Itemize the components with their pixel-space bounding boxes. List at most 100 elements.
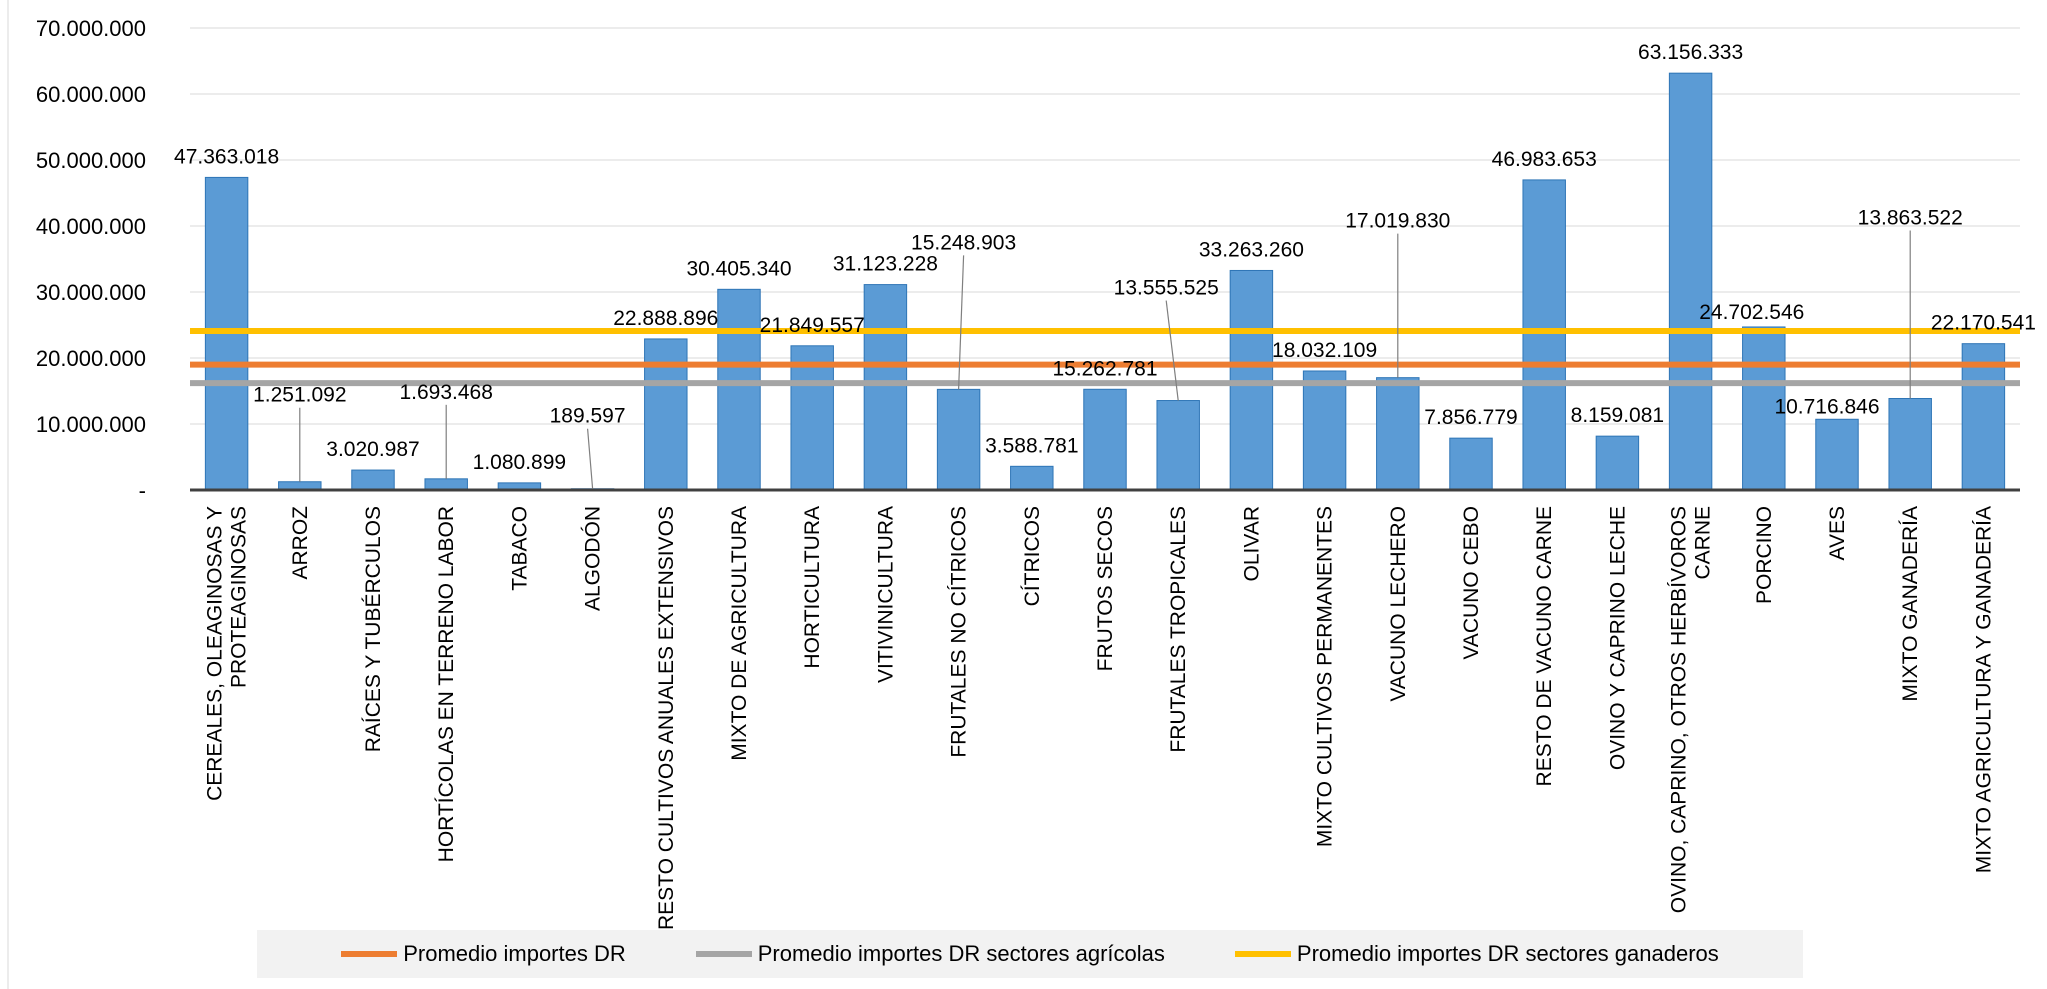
y-tick-label: 30.000.000 [36,280,146,305]
category-label-line: MIXTO CULTIVOS PERMANENTES [1314,506,1337,847]
category-label-line: OVINO, CAPRINO, OTROS HERBÍVOROS [1668,506,1691,913]
data-label: 33.263.260 [1199,238,1304,261]
legend-label: Promedio importes DR sectores agrícolas [757,941,1165,966]
category-label: RAÍCES Y TUBÉRCULOS [362,506,385,752]
bar [1595,435,1640,491]
y-tick-label: 10.000.000 [36,412,146,437]
bar [1668,72,1713,491]
data-label: 10.716.846 [1774,395,1879,418]
data-label: 21.849.557 [760,314,865,337]
data-label: 31.123.228 [833,253,938,276]
y-axis-ticks: - 10.000.000 20.000.000 30.000.000 40.000.00… [36,16,146,503]
bar [717,288,761,491]
y-tick-label: 40.000.000 [36,214,146,239]
category-label-line: FRUTALES NO CÍTRICOS [948,506,971,758]
bar [1376,377,1420,491]
data-label: 8.159.081 [1571,404,1664,427]
category-label-line: ALGODÓN [582,506,605,611]
label-leader-lines [299,230,1911,489]
data-label: 46.983.653 [1492,148,1597,171]
category-label-line: CÍTRICOS [1021,506,1044,606]
category-label-line: RESTO CULTIVOS ANUALES EXTENSIVOS [655,506,678,930]
bar [1083,388,1127,491]
category-label: RESTO CULTIVOS ANUALES EXTENSIVOS [655,506,678,930]
category-label: PORCINO [1753,506,1776,604]
data-label: 24.702.546 [1699,301,1804,324]
bar [1449,437,1493,491]
category-label: HORTICULTURA [801,506,824,669]
data-label: 3.588.781 [985,434,1078,457]
category-label-line: CARNE [1692,506,1715,580]
y-tick-label: 50.000.000 [36,148,146,173]
category-label-line: HORTICULTURA [801,506,824,669]
category-label-line: HORTÍCOLAS EN TERRENO LABOR [435,506,458,862]
leader-line [587,428,594,489]
category-label: HORTÍCOLAS EN TERRENO LABOR [435,506,458,862]
category-label-line: MIXTO GANADERÍA [1899,506,1922,702]
legend-swatch-yellow [1234,951,1291,957]
category-label-line: CEREALES, OLEAGINOSAS Y [204,506,227,801]
legend-swatch-orange [341,951,398,957]
category-label-line: ARROZ [289,506,312,580]
category-label: CEREALES, OLEAGINOSAS Y PROTEAGINOSAS [204,506,251,801]
bar [1156,400,1200,491]
category-label-line: RAÍCES Y TUBÉRCULOS [362,506,385,752]
data-label: 13.555.525 [1114,277,1219,300]
category-label: VACUNO LECHERO [1387,506,1410,702]
category-label-line: RESTO DE VACUNO CARNE [1533,506,1556,786]
category-label: OVINO, CAPRINO, OTROS HERBÍVOROS CARNE [1668,506,1715,913]
bar [1961,343,2006,491]
data-label: 1.251.092 [253,384,346,407]
data-label: 18.032.109 [1272,339,1377,362]
category-label-line: TABACO [508,506,531,591]
legend-item-promedio-agricolas: Promedio importes DR sectores agrícolas [695,941,1165,967]
category-label: ARROZ [289,506,312,580]
legend: Promedio importes DR Promedio importes D… [257,930,1803,978]
data-label: 22.888.896 [613,307,718,330]
category-label: FRUTOS SECOS [1094,506,1117,671]
gridlines [7,0,2020,989]
category-label-line: VACUNO LECHERO [1387,506,1410,702]
category-label: CÍTRICOS [1021,506,1044,606]
y-tick-label: 60.000.000 [36,82,146,107]
category-label: ALGODÓN [582,506,605,611]
category-label-line: MIXTO DE AGRICULTURA [728,506,751,761]
category-label-line: PORCINO [1753,506,1776,604]
category-label: VACUNO CEBO [1460,506,1483,660]
category-label-line: VITIVINICULTURA [874,506,897,683]
bar [1888,398,1932,491]
data-label: 1.080.899 [473,451,566,474]
leader-line [1165,300,1179,401]
category-label: RESTO DE VACUNO CARNE [1533,506,1556,786]
data-label: 22.170.541 [1931,312,2036,335]
legend-swatch-gray [695,951,752,957]
category-label: AVES [1826,506,1849,560]
legend-item-promedio-ganaderos: Promedio importes DR sectores ganaderos [1234,941,1719,967]
x-axis-categories: CEREALES, OLEAGINOSAS Y PROTEAGINOSAS ARRO… [204,506,1996,930]
category-label-line: OVINO Y CAPRINO LECHE [1606,506,1629,770]
category-label: FRUTALES TROPICALES [1167,506,1190,753]
bar [351,469,395,491]
bar [644,338,688,491]
legend-item-promedio-dr: Promedio importes DR [341,941,626,967]
bar [936,388,981,491]
category-label: MIXTO GANADERÍA [1899,506,1922,702]
data-label: 30.405.340 [686,257,791,280]
bar [1010,465,1054,491]
data-label: 189.597 [550,405,626,428]
category-label: MIXTO CULTIVOS PERMANENTES [1314,506,1337,847]
category-label-line: PROTEAGINOSAS [228,506,251,688]
data-labels: 47.363.018 1.251.092 3.020.987 1.693.468 1.0… [174,41,2036,474]
category-label-line: FRUTALES TROPICALES [1167,506,1190,753]
y-tick-label: 70.000.000 [36,16,146,41]
reference-lines [190,327,2020,387]
category-label: MIXTO DE AGRICULTURA [728,506,751,761]
bar [1302,370,1347,491]
category-label: OVINO Y CAPRINO LECHE [1606,506,1629,770]
data-label: 7.856.779 [1424,406,1517,429]
legend-label: Promedio importes DR sectores ganaderos [1296,941,1719,966]
data-label: 47.363.018 [174,145,279,168]
bar [1522,179,1566,491]
